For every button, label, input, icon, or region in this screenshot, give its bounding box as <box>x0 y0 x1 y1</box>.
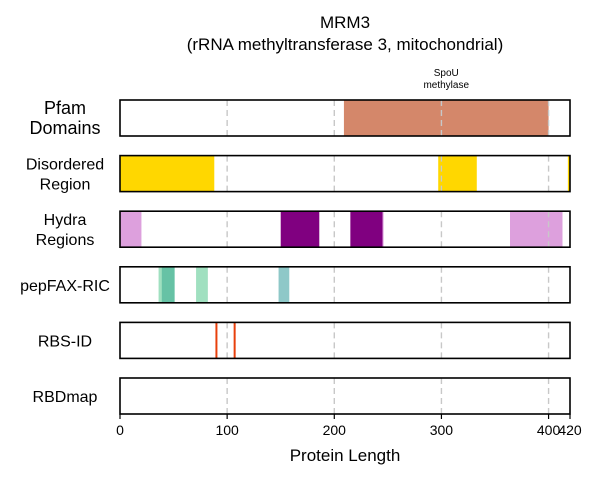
track-frame <box>119 210 571 248</box>
x-tick-label: 300 <box>430 422 454 438</box>
track-label-line: Disordered <box>26 157 104 174</box>
track-3-segment-1 <box>161 266 175 303</box>
segment-annotation-line: SpoU <box>434 68 459 79</box>
track-3-segment-0 <box>158 266 163 303</box>
track-frame <box>119 377 571 415</box>
track-1: Disordered Region <box>26 154 571 194</box>
track-2-segment-4 <box>510 211 563 248</box>
x-tick-label: 100 <box>215 422 239 438</box>
track-3-segment-2 <box>196 266 208 303</box>
track-1-segment-0 <box>120 155 215 192</box>
track-label-line: RBDmap <box>33 389 98 406</box>
track-2-segment-3 <box>382 211 384 248</box>
track-0-segment-0 <box>343 100 549 136</box>
track-label-line: pepFAX-RIC <box>20 278 110 295</box>
segment-annotation-line: methylase <box>423 80 469 91</box>
track-label-line: Domains <box>29 118 100 138</box>
track-label-line: Region <box>40 177 91 194</box>
track-1-segment-2 <box>567 155 570 192</box>
track-background <box>120 266 570 303</box>
track-2-segment-2 <box>350 211 383 248</box>
track-background <box>120 211 570 248</box>
track-frame <box>119 99 571 137</box>
x-tick-label: 200 <box>323 422 347 438</box>
track-4: RBS-ID <box>38 321 571 360</box>
track-1-segment-1 <box>438 155 477 192</box>
track-label-line: Regions <box>36 232 95 249</box>
track-label-line: Pfam <box>44 98 86 118</box>
track-label-line: Hydra <box>44 212 87 229</box>
chart-title: MRM3 <box>320 13 370 32</box>
track-2: Hydra Regions <box>36 210 571 249</box>
track-2-segment-0 <box>120 211 142 248</box>
track-5: RBDmap <box>33 377 571 415</box>
track-frame <box>119 154 571 193</box>
track-frame <box>119 265 571 304</box>
track-background <box>120 322 570 359</box>
track-frame <box>119 321 571 360</box>
track-background <box>120 378 570 414</box>
track-3: pepFAX-RIC <box>20 265 571 304</box>
track-label-line: RBS-ID <box>38 333 92 350</box>
x-tick-label: 0 <box>116 422 124 438</box>
x-tick-label: 420 <box>558 422 582 438</box>
track-3-segment-3 <box>278 266 290 303</box>
x-axis-label: Protein Length <box>290 446 401 465</box>
chart-subtitle: (rRNA methyltransferase 3, mitochondrial… <box>187 35 504 54</box>
x-tick-label: 400 <box>537 422 561 438</box>
track-2-segment-1 <box>280 211 320 248</box>
